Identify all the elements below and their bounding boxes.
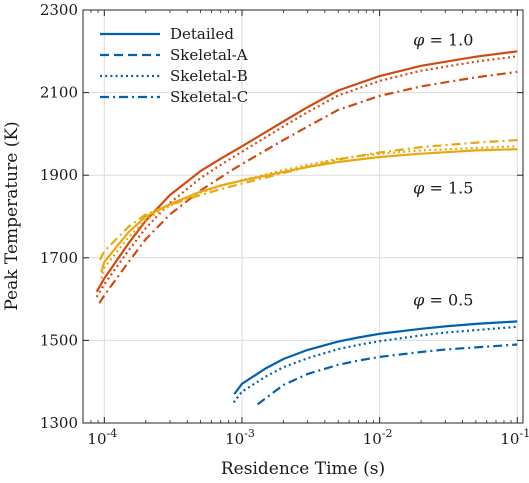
series-line-phi-1.0-skeletal-b: [95, 55, 518, 298]
phi-annotation: φ = 1.5: [413, 178, 473, 197]
series-line-phi-1.5-skeletal-c: [99, 139, 518, 261]
phi-annotation: φ = 1.0: [413, 31, 473, 50]
annotations: φ = 1.0 φ = 1.5 φ = 0.5: [413, 31, 473, 310]
series-line-phi-1.5-detailed: [100, 148, 518, 273]
x-tick-label: 10-1: [500, 427, 529, 448]
x-axis-title: Residence Time (s): [221, 459, 385, 479]
y-axis-title: Peak Temperature (K): [2, 121, 22, 310]
legend-label: Detailed: [170, 25, 234, 43]
phi-annotation: φ = 0.5: [413, 290, 473, 309]
series-line-phi-0.5-skeletal-c: [257, 343, 518, 406]
axis-ticks: 1300 1500 1700 1900 2100 2300 10-4 10-3 10-2 10-1: [40, 1, 529, 448]
y-tick-label: 2100: [40, 84, 78, 102]
series-line-phi-1.0-detailed: [95, 50, 518, 293]
series-lines: [95, 50, 518, 406]
series-line-phi-0.5-skeletal-b: [232, 325, 518, 404]
y-tick-label: 2300: [40, 1, 78, 19]
series-line-phi-0.5-detailed: [233, 320, 518, 395]
y-tick-label: 1500: [40, 331, 78, 349]
plot-frame: [82, 9, 524, 424]
gridlines: [83, 10, 523, 423]
y-tick-label: 1300: [40, 414, 78, 432]
legend: Detailed Skeletal-A Skeletal-B Skeletal-C: [100, 25, 248, 106]
series-line-phi-1.0-skeletal-c: [98, 70, 518, 304]
x-tick-label: 10-4: [87, 427, 117, 448]
legend-label: Skeletal-A: [170, 46, 248, 64]
y-tick-label: 1900: [40, 166, 78, 184]
x-tick-label: 10-2: [363, 427, 393, 448]
series-line-phi-1.5-skeletal-b: [100, 145, 518, 279]
legend-label: Skeletal-B: [170, 67, 248, 85]
x-tick-label: 10-3: [225, 427, 255, 448]
legend-label: Skeletal-C: [170, 88, 248, 106]
y-tick-label: 1700: [40, 249, 78, 267]
